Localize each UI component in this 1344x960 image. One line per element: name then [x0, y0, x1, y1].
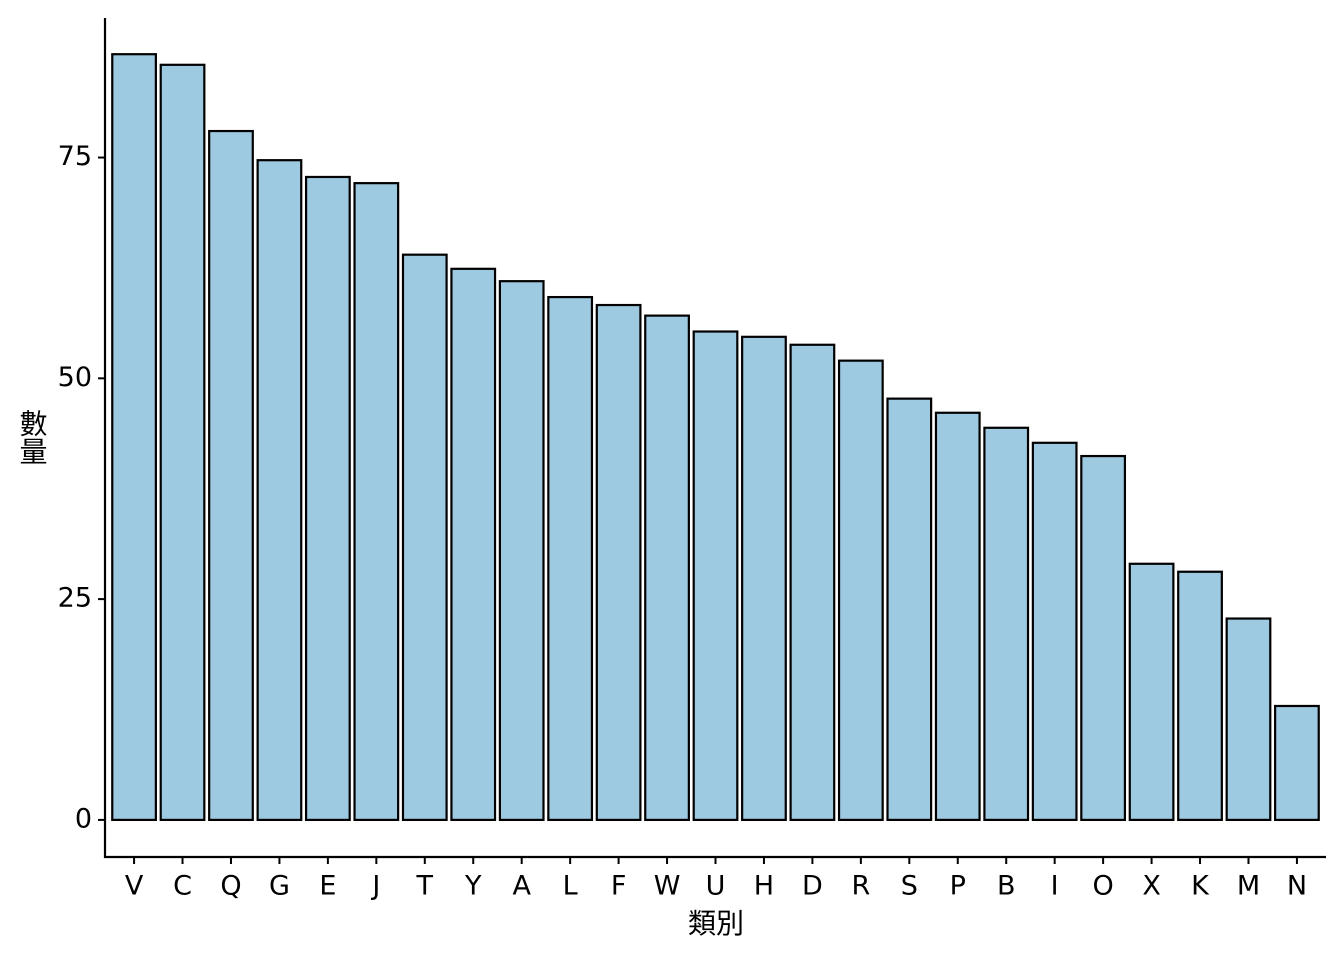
x-tick-label: T	[416, 871, 434, 902]
bar	[595, 303, 642, 822]
bar	[111, 53, 157, 822]
bar	[789, 343, 836, 822]
x-tick-label: Q	[220, 871, 241, 902]
bar	[353, 182, 400, 822]
bar	[1031, 441, 1078, 822]
y-axis-title: 數量	[16, 409, 49, 465]
x-tick-label: Y	[464, 871, 482, 902]
x-tick-label: L	[563, 871, 578, 902]
x-tick-label: K	[1191, 871, 1210, 902]
bar	[159, 63, 206, 822]
bar	[983, 426, 1030, 822]
bar	[1128, 562, 1175, 822]
y-tick-label: 0	[75, 803, 92, 834]
bar	[1080, 454, 1127, 822]
y-tick-label: 50	[58, 362, 92, 393]
bar	[1225, 617, 1272, 822]
x-tick-label: E	[319, 871, 336, 902]
bar	[837, 359, 884, 822]
x-tick-label: C	[173, 871, 192, 902]
bar	[1177, 570, 1223, 822]
x-tick-label: O	[1092, 871, 1113, 902]
bar	[450, 267, 497, 822]
x-tick-label: S	[901, 871, 918, 902]
x-tick-label: H	[754, 871, 774, 902]
x-tick-label: U	[706, 871, 726, 902]
x-tick-label: F	[611, 871, 627, 902]
x-tick-label: V	[125, 871, 144, 902]
x-tick-label: D	[802, 871, 823, 902]
x-tick-label: J	[370, 871, 380, 902]
x-tick-label: G	[269, 871, 290, 902]
x-tick-label: I	[1051, 871, 1059, 902]
y-tick-label: 75	[58, 141, 92, 172]
bar	[692, 330, 739, 822]
x-tick-label: X	[1142, 871, 1161, 902]
bar	[741, 335, 787, 822]
y-tick-label: 25	[58, 583, 92, 614]
x-tick-label: W	[654, 871, 681, 902]
x-tick-label: M	[1237, 871, 1260, 902]
x-tick-label: B	[997, 871, 1016, 902]
bar	[256, 159, 303, 822]
x-tick-label: A	[512, 871, 531, 902]
bar	[547, 295, 594, 822]
bar	[644, 314, 690, 822]
bar	[886, 397, 933, 822]
x-tick-label: P	[950, 871, 966, 902]
x-axis-title: 類別	[688, 907, 744, 940]
bar	[401, 253, 448, 822]
bar	[934, 411, 981, 822]
bar	[1274, 704, 1320, 822]
bar	[208, 129, 254, 822]
bar	[498, 280, 545, 822]
x-tick-label: N	[1287, 871, 1307, 902]
bar	[304, 175, 351, 822]
x-tick-label: R	[851, 871, 870, 902]
